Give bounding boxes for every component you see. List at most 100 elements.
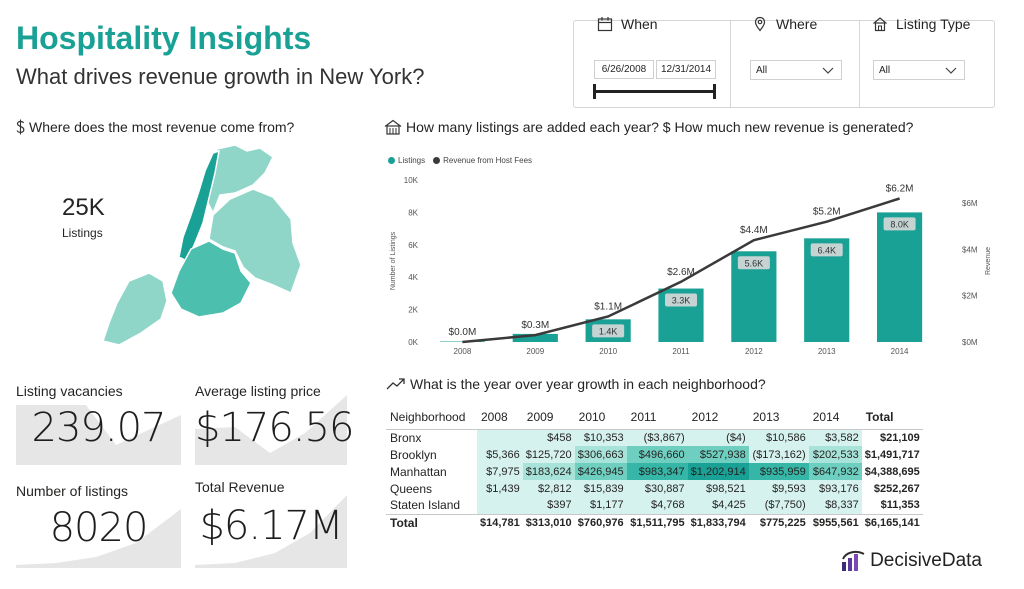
total-value-cell: $1,511,795: [626, 513, 688, 532]
value-cell: $496,660: [626, 446, 688, 463]
row-total-cell: $21,109: [880, 431, 920, 444]
map-region-brooklyn[interactable]: [170, 240, 252, 318]
table-row[interactable]: Staten Island $397 $1,177 $4,768 $4,425 ($7,7…: [386, 497, 923, 514]
location-pin-icon: [754, 16, 766, 32]
legend-swatch: [433, 157, 441, 164]
start-date-input[interactable]: 6/26/2008: [594, 60, 654, 79]
value-cell: $4,425: [687, 497, 749, 514]
chevron-down-icon: [822, 67, 834, 74]
column-header-neighborhood[interactable]: Neighborhood: [386, 405, 477, 430]
bar-data-label-bg: [665, 293, 697, 307]
value-cell: $183,624: [522, 463, 575, 480]
x-tick-label: 2011: [672, 347, 690, 356]
where-dropdown[interactable]: All: [750, 60, 842, 80]
line-data-label: $0.3M: [521, 320, 549, 331]
y-axis-title: Number of Listings: [390, 231, 397, 290]
x-tick-label: 2008: [454, 347, 472, 356]
calendar-icon: [597, 17, 613, 32]
sparkline-area: [195, 395, 347, 465]
card-total-revenue: Total Revenue $6.17M: [195, 479, 347, 568]
legend-item-listings[interactable]: Listings: [388, 156, 425, 165]
listing-type-filter-header: Listing Type: [872, 16, 970, 32]
value-cell: $306,663: [574, 446, 627, 463]
value-cell: $125,720: [522, 446, 575, 463]
table-row[interactable]: Manhattan $7,975 $183,624 $426,945 $983,347 $…: [386, 463, 923, 480]
legend-item-revenue[interactable]: Revenue from Host Fees: [433, 156, 532, 165]
column-header-2011[interactable]: 2011: [626, 405, 688, 430]
column-header-2013[interactable]: 2013: [748, 405, 809, 430]
value-cell: $458: [522, 429, 575, 446]
growth-table: Neighborhood 2008 2009 2010 2011 2012 20…: [386, 405, 923, 532]
nyc-borough-map[interactable]: [95, 143, 365, 358]
total-value-cell: $313,010: [522, 513, 575, 532]
map-region-queens[interactable]: [208, 188, 302, 295]
chart-legend: Listings Revenue from Host Fees: [388, 156, 532, 165]
sparkline-area: [16, 405, 181, 465]
house-icon: [873, 17, 887, 32]
table-row[interactable]: Brooklyn $5,366 $125,720 $306,663 $496,660 $5…: [386, 446, 923, 463]
date-range-slider[interactable]: [594, 90, 716, 93]
column-header-2009[interactable]: 2009: [522, 405, 575, 430]
chart-section-title-text: How many listings are added each year? $…: [406, 119, 914, 135]
grand-total-cell: $6,165,141: [861, 513, 923, 532]
listing-type-dropdown[interactable]: All: [873, 60, 965, 80]
value-cell: $5,366: [477, 446, 523, 463]
value-cell: $9,593: [748, 480, 809, 497]
x-tick-label: 2010: [599, 347, 617, 356]
legend-swatch: [388, 157, 395, 164]
bar-data-label: 8.0K: [890, 219, 909, 229]
card-value: 239.07: [31, 405, 167, 451]
value-cell: $2,812: [522, 480, 575, 497]
legend-label: Listings: [398, 156, 426, 165]
total-label-cell: Total: [386, 513, 477, 532]
row-total-cell: $11,353: [880, 499, 920, 512]
bar-data-label: 1.4K: [599, 326, 618, 336]
card-number-of-listings: Number of listings 8020: [16, 483, 181, 568]
sparkline-area: [195, 495, 347, 568]
neighborhood-cell: Bronx: [390, 430, 422, 445]
table-row[interactable]: Queens $1,439 $2,812 $15,839 $30,887 $98,521 $…: [386, 480, 923, 497]
column-header-2010[interactable]: 2010: [574, 405, 627, 430]
y-tick-label: 4K: [408, 273, 418, 282]
value-cell: $98,521: [687, 480, 749, 497]
column-header-2012[interactable]: 2012: [687, 405, 749, 430]
bar-2014: [876, 212, 923, 342]
slider-end-handle[interactable]: [713, 84, 716, 99]
listings-revenue-chart[interactable]: 0K 2K 4K 6K 8K 10K $0M $2M $4M $6M Number of Listi…: [384, 166, 1004, 366]
map-section-title-text: Where does the most revenue come from?: [29, 119, 295, 135]
y2-tick-label: $0M: [962, 338, 978, 347]
brand-name: DecisiveData: [870, 550, 982, 571]
bar-data-label-bg: [592, 324, 625, 338]
value-cell: $983,347: [626, 463, 688, 480]
slider-start-handle[interactable]: [593, 84, 596, 99]
when-label: When: [621, 16, 658, 32]
card-label: Average listing price: [195, 383, 321, 399]
y-tick-label: 2K: [408, 306, 418, 315]
end-date-input[interactable]: 12/31/2014: [656, 60, 716, 79]
where-filter-header: Where: [752, 16, 817, 32]
y-tick-label: 10K: [404, 176, 419, 185]
line-data-label: $5.2M: [813, 207, 841, 218]
neighborhood-cell: Staten Island: [390, 498, 461, 513]
x-tick-label: 2014: [891, 347, 909, 356]
chevron-down-icon: [945, 67, 957, 74]
value-cell: $30,887: [626, 480, 688, 497]
bar-2009: [512, 333, 558, 342]
line-data-label: $0.0M: [449, 327, 477, 338]
column-header-total[interactable]: Total: [861, 405, 923, 430]
map-region-staten-island[interactable]: [102, 272, 168, 346]
map-section-title: Where does the most revenue come from?: [16, 119, 294, 135]
card-label: Total Revenue: [195, 479, 285, 495]
line-data-label: $2.6M: [667, 267, 695, 278]
y2-tick-label: $2M: [962, 292, 978, 301]
column-header-2008[interactable]: 2008: [477, 405, 523, 430]
column-header-2014[interactable]: 2014: [808, 405, 862, 430]
table-row[interactable]: Bronx $458 $10,353 ($3,867) ($4) $10,586 $3,58…: [386, 429, 923, 446]
legend-label: Revenue from Host Fees: [443, 156, 533, 165]
card-label: Listing vacancies: [16, 383, 123, 399]
neighborhood-cell: Brooklyn: [390, 447, 437, 462]
decisive-data-logo-icon: [842, 550, 865, 571]
value-cell: $8,337: [808, 497, 862, 514]
table-header-row: Neighborhood 2008 2009 2010 2011 2012 20…: [386, 405, 923, 430]
card-value: 8020: [49, 505, 149, 551]
